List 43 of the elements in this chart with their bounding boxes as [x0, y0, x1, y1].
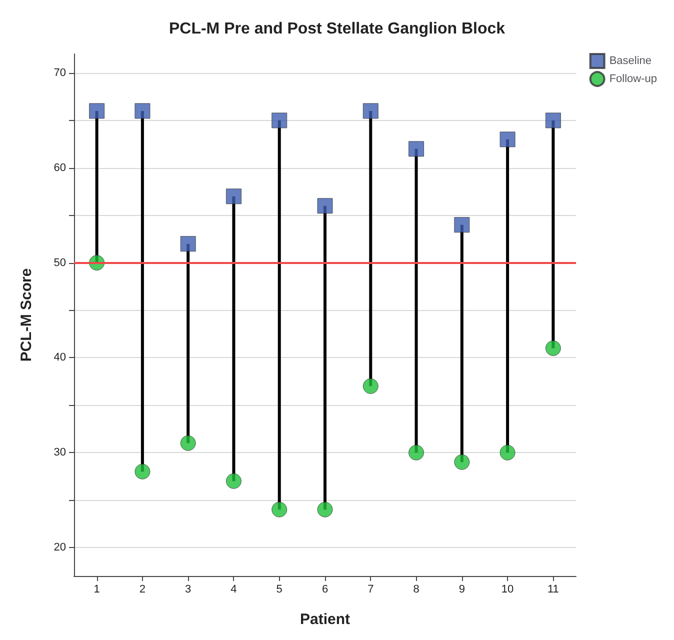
y-tick-label: 20 [54, 542, 66, 554]
y-tick-label: 40 [54, 352, 66, 364]
point [454, 454, 470, 470]
point [317, 198, 333, 214]
x-tick-label: 6 [322, 584, 328, 596]
point [454, 217, 470, 233]
point [272, 112, 288, 128]
point [180, 435, 196, 451]
point [180, 236, 196, 252]
legend-label: Baseline [609, 55, 652, 67]
point [545, 112, 561, 128]
x-tick-label: 5 [276, 584, 282, 596]
chart-title: PCL-M Pre and Post Stellate Ganglion Block [168, 20, 506, 38]
point [362, 378, 378, 394]
point [500, 132, 516, 148]
point [226, 473, 242, 489]
point [134, 464, 150, 480]
x-tick-label: 3 [185, 584, 192, 596]
x-tick-label: 4 [230, 584, 237, 596]
point [272, 502, 288, 518]
legend-label: Follow-up [609, 73, 658, 85]
point [89, 103, 105, 119]
point [317, 502, 333, 518]
point [408, 141, 424, 157]
x-tick-label: 9 [458, 584, 465, 596]
x-tick-label: 11 [547, 584, 559, 596]
point [226, 188, 242, 204]
point [500, 444, 516, 460]
y-axis-title: PCL-M Score [18, 268, 35, 362]
x-tick-label: 1 [94, 584, 100, 596]
y-tick-label: 30 [54, 446, 66, 459]
point [134, 103, 150, 119]
x-tick-label: 7 [368, 584, 374, 596]
x-tick-label: 8 [413, 584, 420, 596]
point [408, 444, 424, 460]
y-tick-label: 70 [54, 66, 66, 79]
y-tick-label: 60 [54, 162, 66, 174]
point [545, 340, 561, 356]
x-tick-label: 10 [501, 584, 514, 596]
x-axis-title: Patient [300, 611, 350, 628]
point [362, 103, 378, 119]
x-tick-label: 2 [139, 584, 146, 596]
y-tick-label: 50 [54, 256, 66, 269]
